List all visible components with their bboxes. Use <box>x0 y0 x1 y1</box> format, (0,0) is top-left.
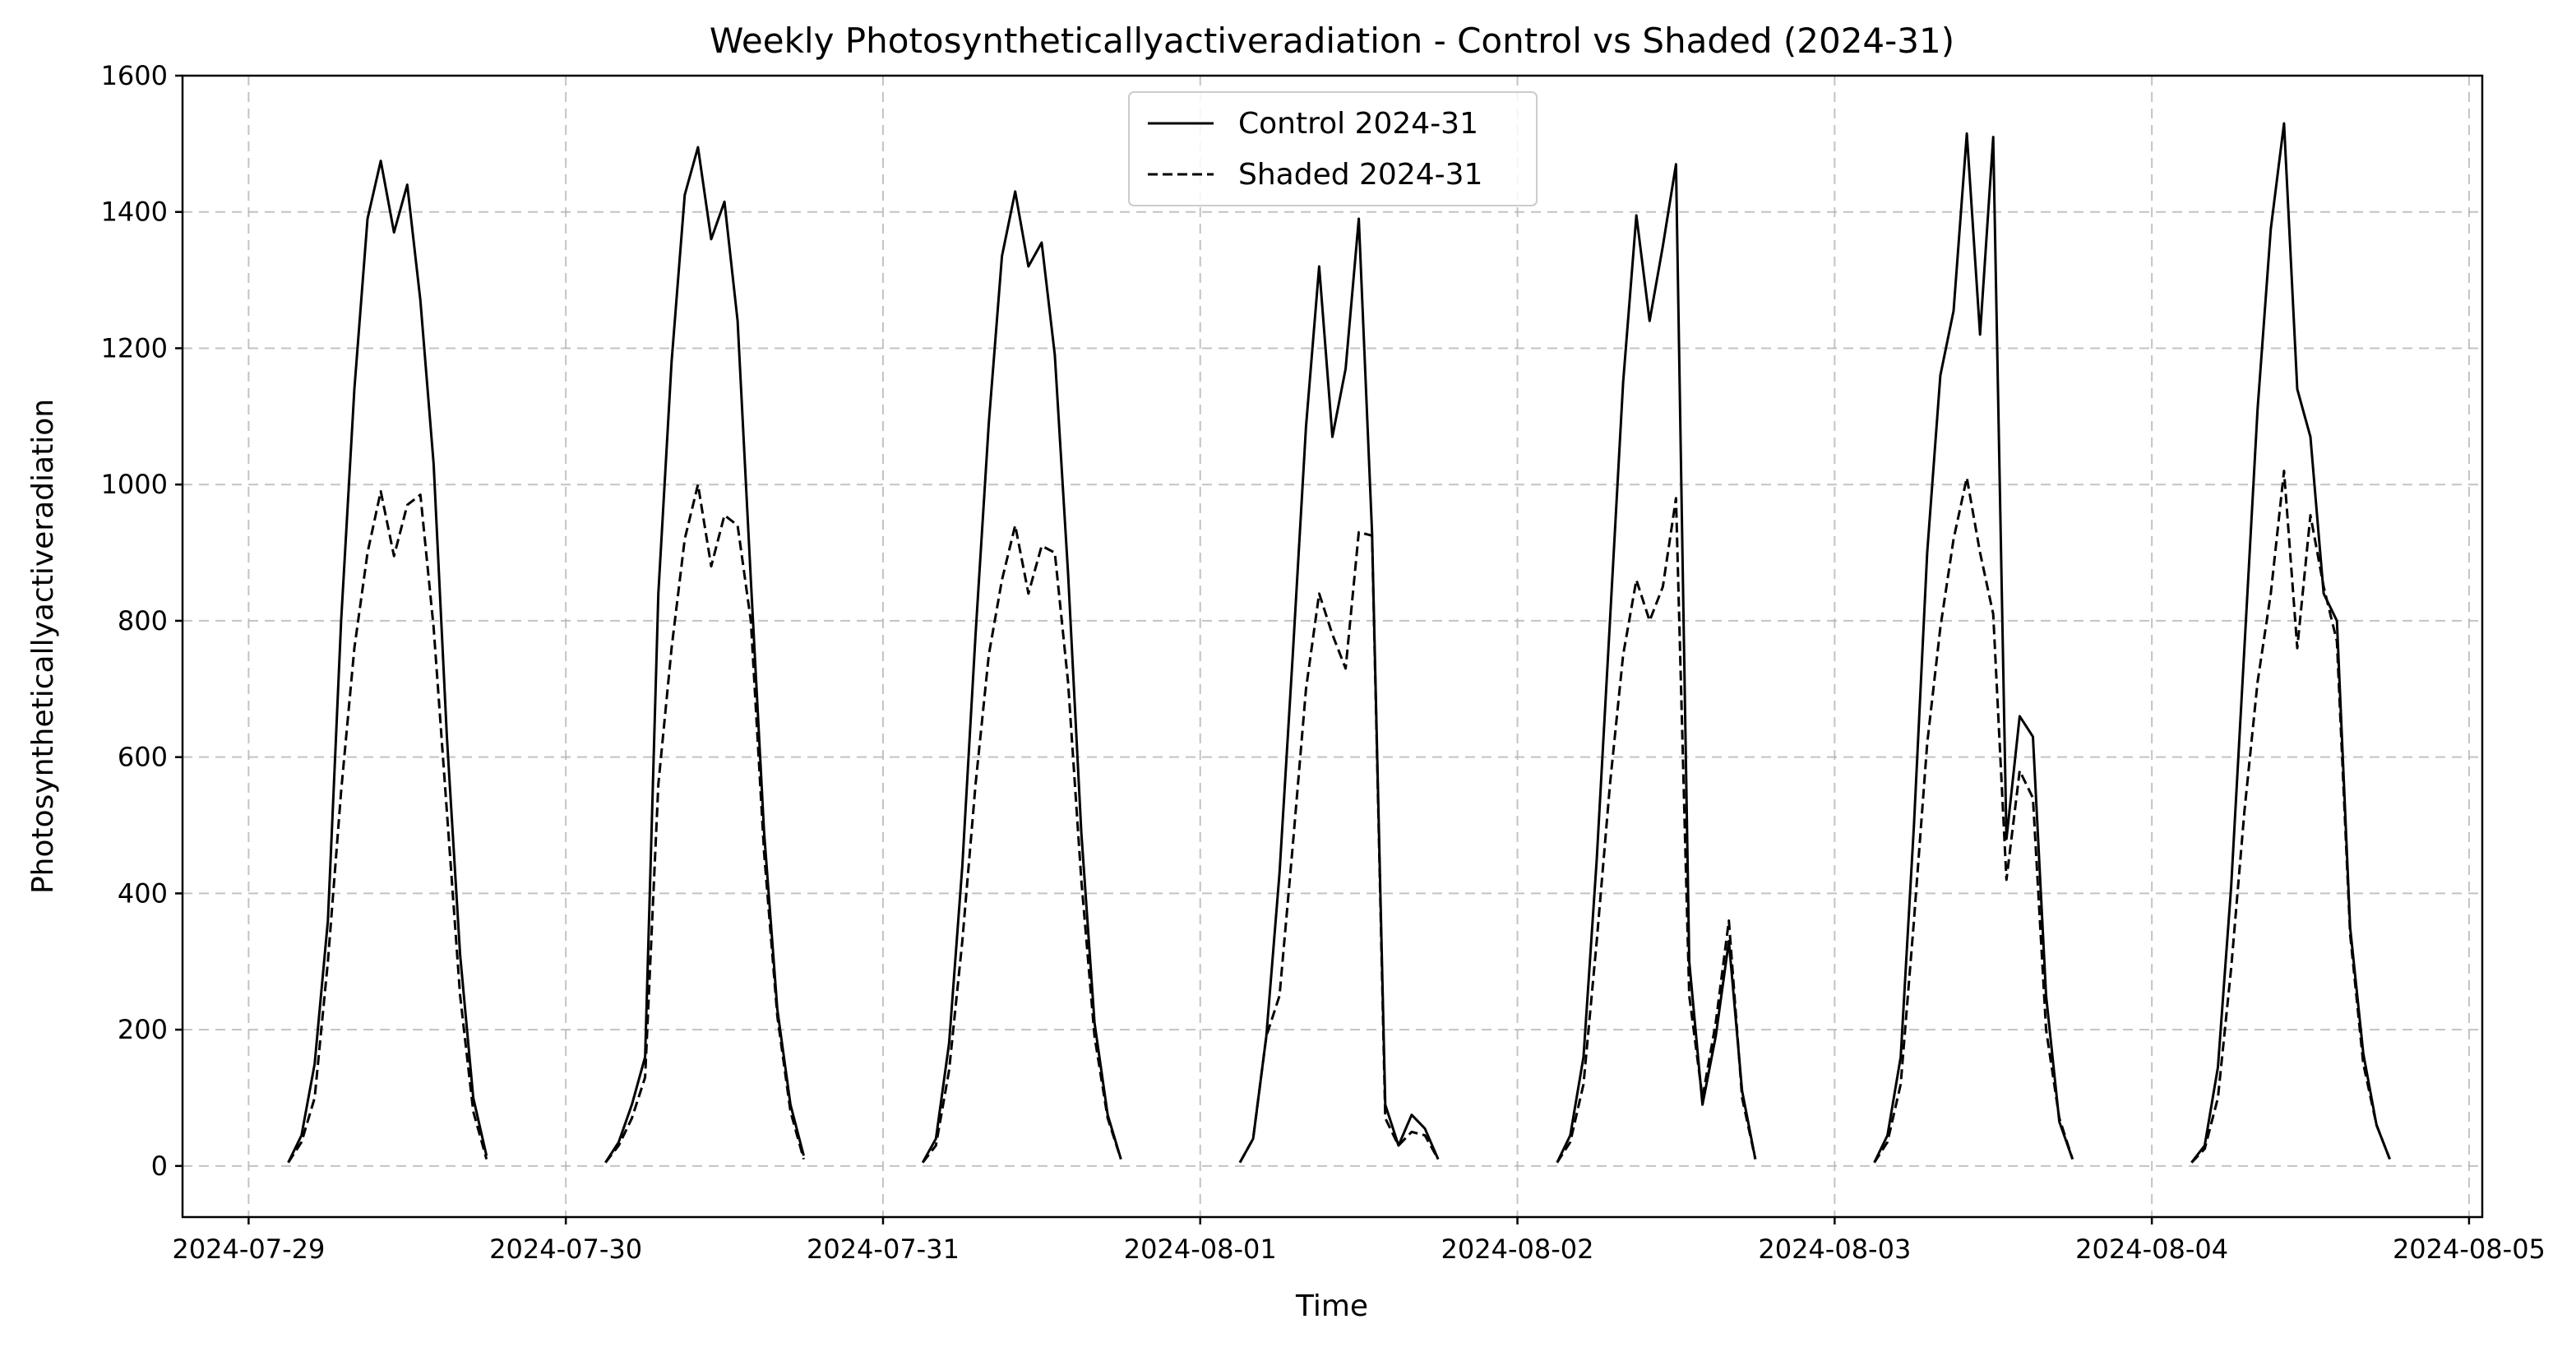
y-axis-label: Photosyntheticallyactiveradiation <box>26 399 60 894</box>
x-tick-label: 2024-07-31 <box>807 1234 960 1265</box>
y-tick-label: 1600 <box>101 60 168 91</box>
y-tick-label: 400 <box>118 877 168 909</box>
x-tick-label: 2024-07-29 <box>172 1234 325 1265</box>
y-tick-label: 600 <box>118 742 168 773</box>
shaded-series-line <box>604 483 805 1164</box>
y-tick-label: 1400 <box>101 197 168 228</box>
shaded-series-line <box>1238 530 1440 1164</box>
legend-box <box>1128 91 1538 206</box>
control-series-line <box>2190 122 2391 1164</box>
x-tick-label: 2024-08-02 <box>1441 1234 1594 1265</box>
shaded-series-line <box>1873 476 2074 1164</box>
legend-label-control: Control 2024-31 <box>1238 107 1478 141</box>
control-series-line <box>921 190 1122 1164</box>
shaded-series-line <box>287 490 488 1164</box>
plot-area-frame <box>181 74 2484 1219</box>
y-tick-label: 0 <box>151 1150 168 1182</box>
chart-title: Weekly Photosyntheticallyactiveradiation… <box>710 21 1954 61</box>
shaded-series-line <box>2190 470 2391 1164</box>
shaded-series-line <box>922 524 1122 1164</box>
control-series-line <box>287 160 488 1164</box>
y-axis-ticks: 0 200 400 600 800 1000 1200 1400 1600 <box>101 60 183 1182</box>
x-axis-ticks: 2024-07-29 2024-07-30 2024-07-31 2024-08-01… <box>172 1217 2546 1265</box>
control-series-line <box>1556 163 1757 1164</box>
control-series-line <box>1238 217 1440 1164</box>
legend: Control 2024-31 Shaded 2024-31 <box>1128 91 1538 206</box>
legend-label-shaded: Shaded 2024-31 <box>1238 158 1482 192</box>
x-tick-label: 2024-08-01 <box>1124 1234 1277 1265</box>
shaded-series-line <box>1556 497 1757 1164</box>
x-tick-label: 2024-08-04 <box>2075 1234 2228 1265</box>
x-tick-label: 2024-08-03 <box>1758 1234 1911 1265</box>
y-tick-label: 1200 <box>101 332 168 363</box>
x-axis-label: Time <box>1295 1289 1368 1323</box>
series-lines <box>287 122 2391 1164</box>
control-series-line <box>1873 132 2074 1164</box>
control-series-line <box>604 146 805 1164</box>
x-tick-label: 2024-07-30 <box>489 1234 642 1265</box>
y-tick-label: 800 <box>118 605 168 636</box>
x-tick-label: 2024-08-05 <box>2393 1234 2546 1265</box>
y-tick-label: 1000 <box>101 469 168 500</box>
y-tick-label: 200 <box>118 1014 168 1045</box>
